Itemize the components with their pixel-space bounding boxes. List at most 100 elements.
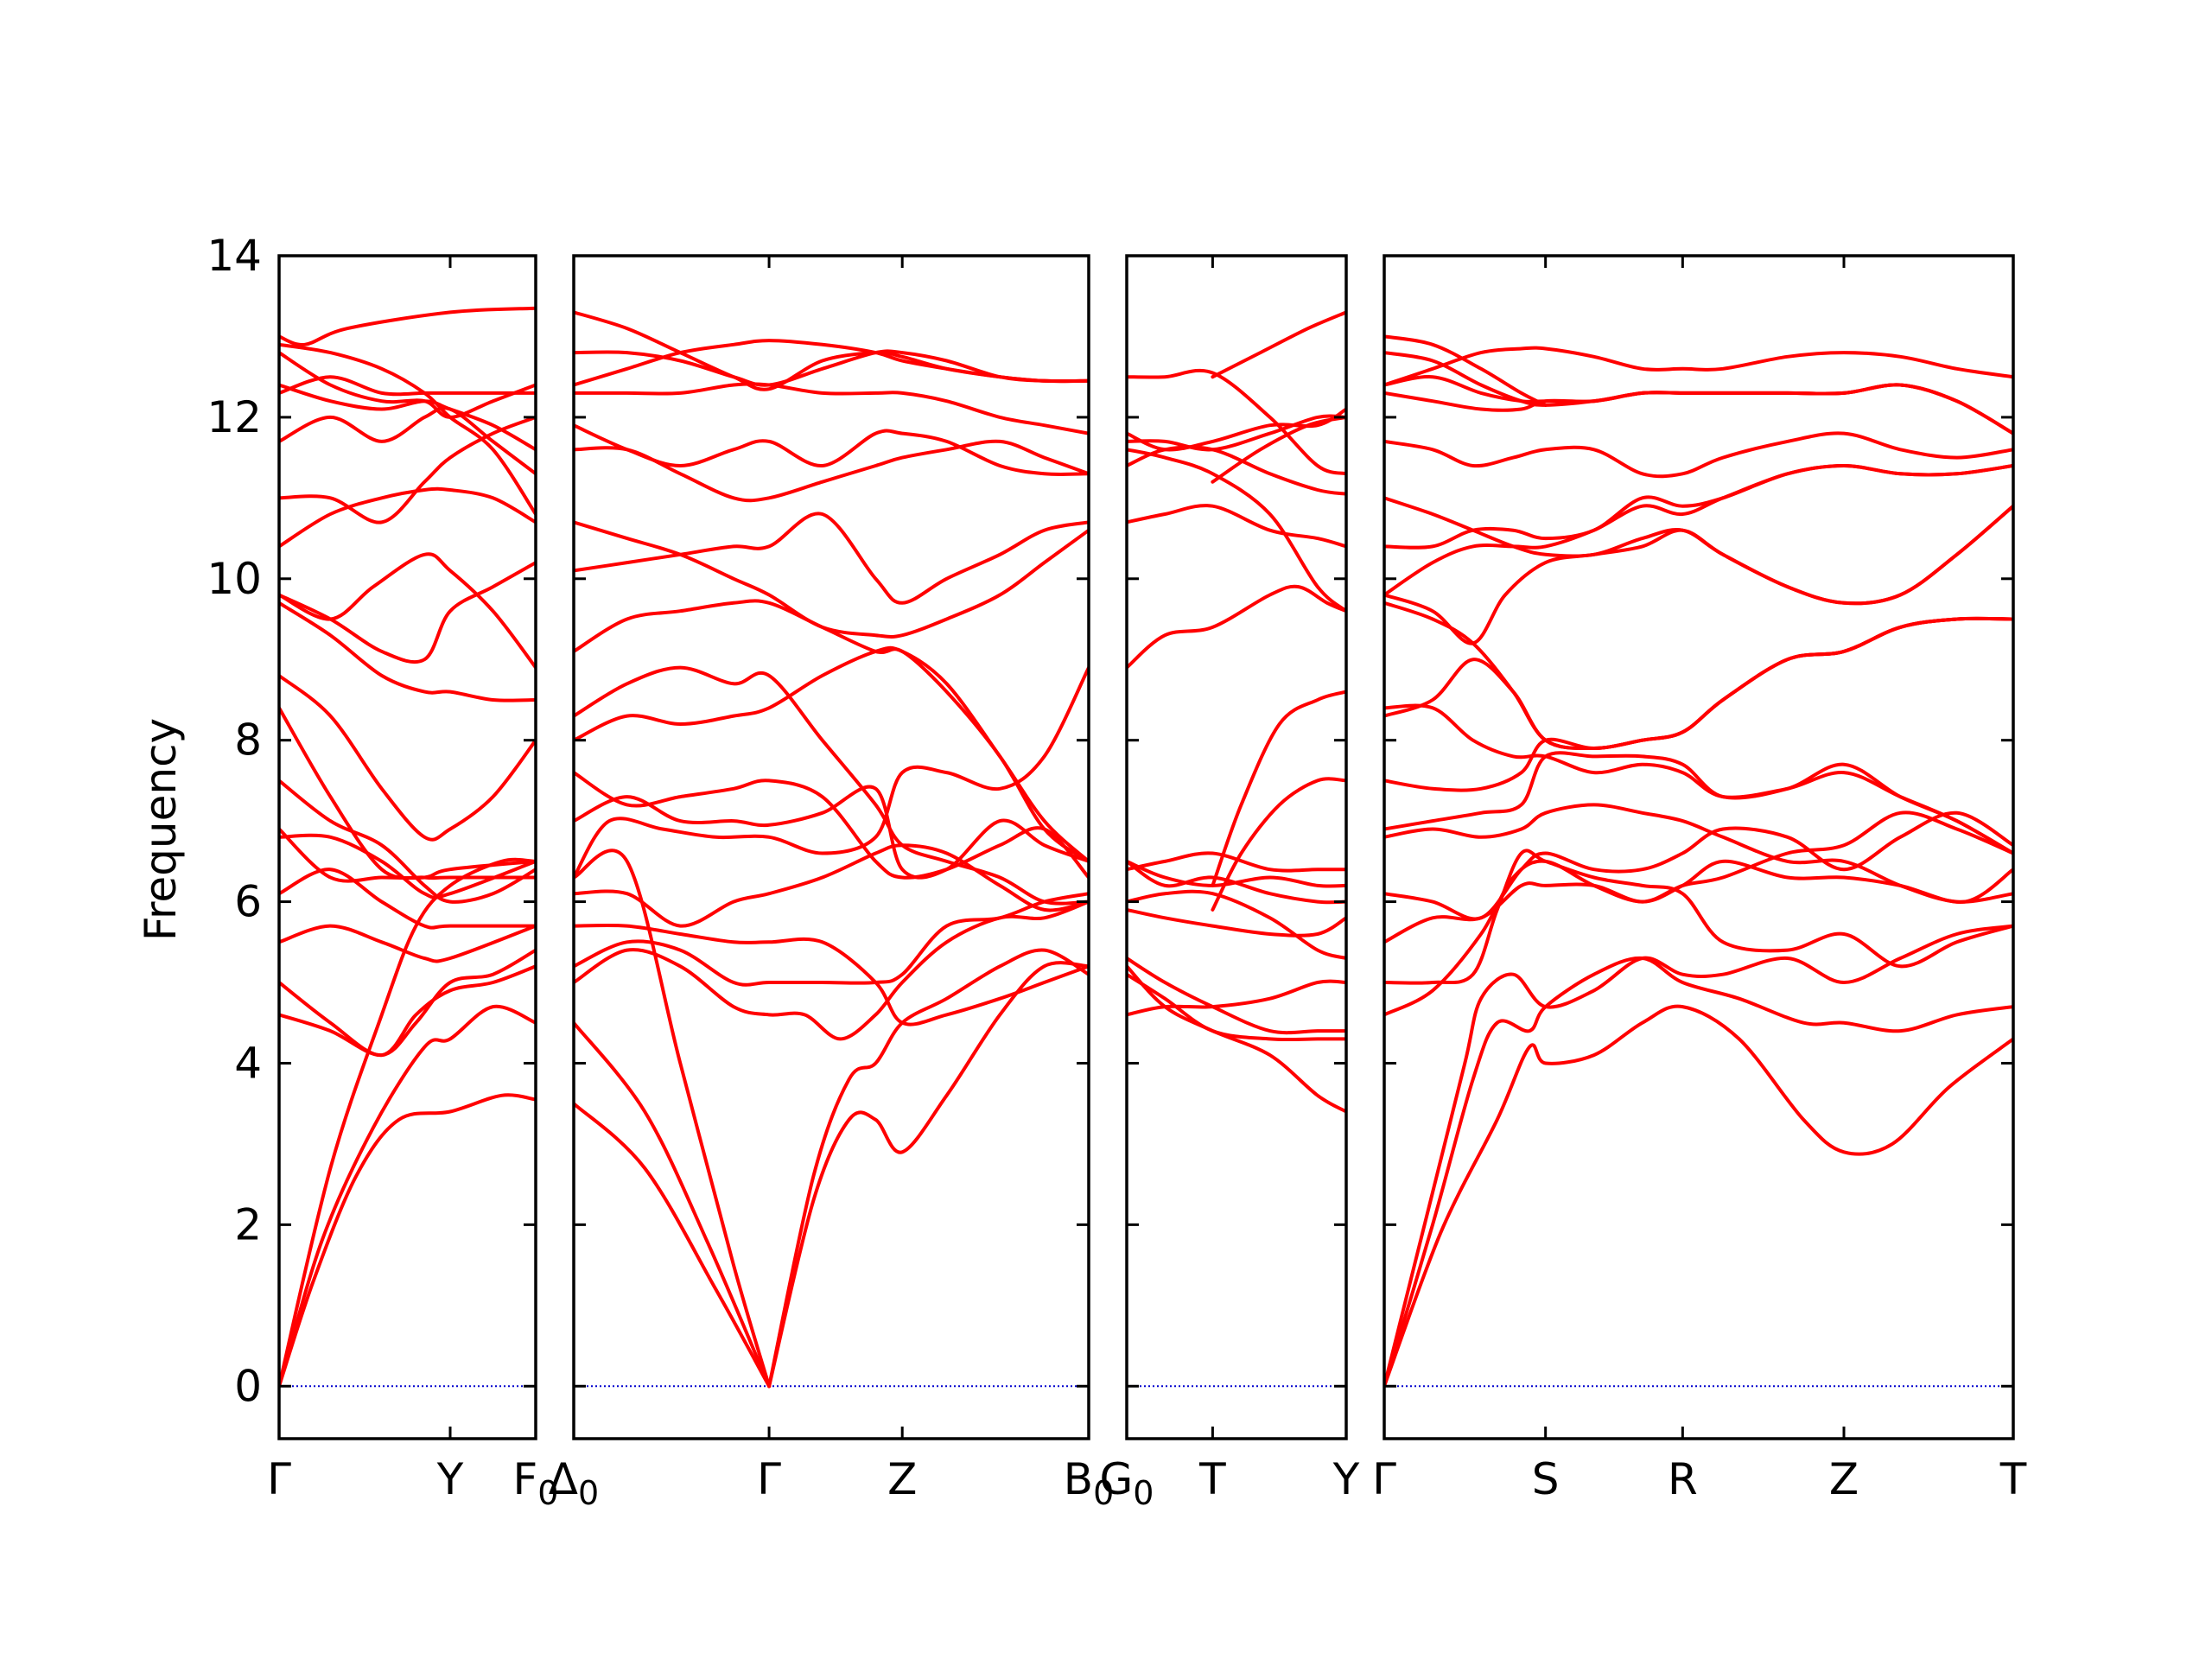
band-line	[279, 1004, 536, 1389]
band-line	[574, 843, 1089, 928]
band-line	[1127, 957, 1346, 1035]
x-tick-label: Y	[436, 1454, 464, 1504]
band-lines	[1127, 310, 1346, 1114]
y-tick-label: 0	[234, 1361, 262, 1411]
y-tick-label: 6	[234, 877, 262, 927]
band-line	[574, 892, 1089, 987]
band-line	[279, 486, 536, 549]
x-tick-label: T	[1198, 1454, 1226, 1504]
band-line	[279, 673, 536, 842]
y-tick-label: 2	[234, 1199, 262, 1249]
y-tick-label: 10	[207, 554, 262, 604]
band-line	[1127, 979, 1346, 1017]
y-tick-label: 8	[234, 715, 262, 766]
band-line	[279, 948, 536, 1058]
panel-frame	[1125, 254, 1348, 1440]
band-line	[1127, 448, 1346, 613]
band-line	[279, 415, 536, 524]
y-tick-label: 4	[234, 1038, 262, 1088]
band-line	[574, 599, 1089, 863]
band-line	[1127, 964, 1346, 1114]
band-line	[574, 923, 1089, 1027]
x-tick-label: Γ	[1372, 1454, 1396, 1504]
band-line	[279, 779, 536, 904]
band-line	[279, 964, 536, 1058]
x-tick-label: Y	[1332, 1454, 1360, 1504]
panel-2: Δ0 Γ Z B0	[549, 254, 1114, 1512]
band-line	[1211, 415, 1346, 484]
x-tick-label: T	[1999, 1454, 2027, 1504]
band-line	[767, 948, 1089, 1389]
band-line	[279, 406, 536, 476]
band-line	[1384, 601, 2013, 751]
band-line	[574, 310, 1089, 391]
panel-frame	[1382, 254, 2015, 1440]
y-tick-label: 12	[207, 392, 262, 442]
band-line	[1127, 889, 1346, 960]
x-tick-label: Γ	[267, 1454, 291, 1504]
panel-frame	[277, 254, 537, 1440]
band-line	[1384, 803, 2013, 904]
band-line	[1211, 310, 1346, 379]
band-line	[1384, 334, 1548, 407]
band-line	[1211, 690, 1346, 887]
band-line	[1384, 351, 2013, 435]
x-tick-label: Z	[1829, 1454, 1859, 1504]
band-lines	[279, 306, 536, 1389]
band-lines	[574, 310, 1089, 1389]
band-lines	[1384, 334, 2013, 1389]
band-line	[1127, 414, 1346, 452]
band-line	[279, 706, 536, 880]
band-line	[574, 439, 1089, 503]
band-line	[279, 601, 536, 702]
band-line	[1384, 849, 2013, 985]
panel-frame	[572, 254, 1090, 1440]
x-tick-label: S	[1532, 1454, 1560, 1504]
band-line	[1127, 368, 1346, 476]
band-line	[1384, 346, 2013, 387]
band-line	[279, 342, 536, 516]
band-line	[279, 868, 536, 930]
band-line	[574, 423, 1089, 477]
band-line	[1127, 504, 1346, 549]
band-line	[1211, 777, 1346, 912]
y-axis-title: Frequency	[136, 718, 186, 941]
band-line	[574, 771, 1089, 880]
band-line	[1384, 431, 2013, 479]
band-line	[1384, 924, 2013, 1389]
band-line	[1384, 956, 2013, 1389]
band-line	[574, 849, 772, 1389]
band-line	[279, 833, 536, 899]
x-tick-label: Z	[887, 1454, 917, 1504]
band-line	[1384, 496, 2013, 606]
band-line	[1127, 584, 1346, 670]
band-line	[279, 924, 536, 963]
band-line	[1384, 464, 2013, 550]
x-tick-label: Γ	[757, 1454, 781, 1504]
band-line	[574, 520, 1089, 639]
band-line	[1384, 810, 2013, 921]
band-line	[1127, 407, 1346, 452]
x-tick-label: R	[1668, 1454, 1698, 1504]
band-line	[767, 961, 1089, 1389]
band-line	[574, 382, 1089, 435]
band-line	[574, 1102, 772, 1389]
band-line	[1127, 859, 1346, 888]
band-line	[279, 306, 536, 346]
y-tick-label: 14	[207, 231, 262, 281]
band-line	[1384, 1004, 2013, 1389]
band-line	[1384, 703, 2013, 855]
band-line	[279, 552, 536, 670]
band-line	[1127, 972, 1346, 1042]
band-line	[1127, 851, 1346, 873]
band-line	[574, 665, 1089, 906]
band-line	[1127, 859, 1346, 905]
band-line	[279, 1093, 536, 1389]
band-line	[279, 351, 536, 419]
band-line	[1127, 907, 1346, 938]
